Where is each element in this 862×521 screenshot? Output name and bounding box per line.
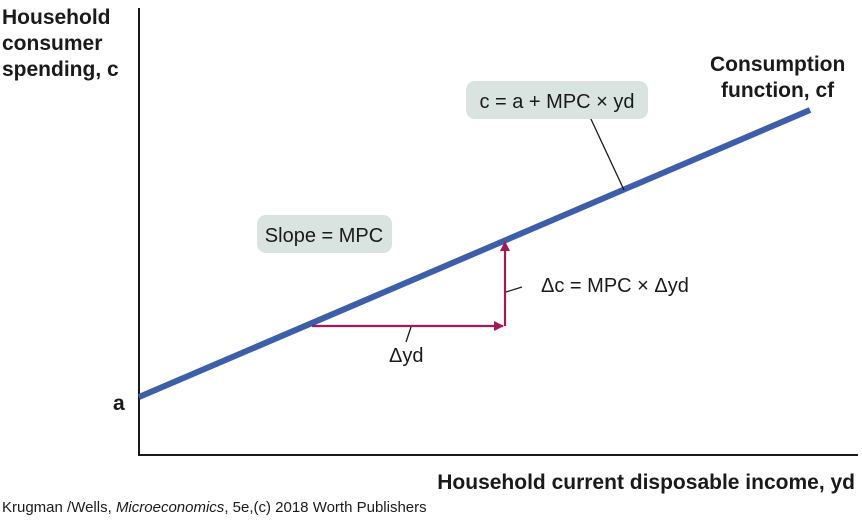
credit-rest: , 5e,(c) 2018 Worth Publishers <box>224 499 427 516</box>
equation-box <box>466 81 648 119</box>
y-axis-label: Household consumer spending, c <box>2 6 119 81</box>
credit-authors: Krugman /Wells, <box>2 499 116 516</box>
y-axis-label-line-1: Household <box>2 6 111 29</box>
intercept-label: a <box>113 392 125 415</box>
y-axis-label-line-2: consumer <box>2 32 102 55</box>
equation-leader-line <box>589 116 625 191</box>
y-axis-label-line-3: spending, c <box>2 58 119 81</box>
delta-yd-leader-line <box>405 326 412 343</box>
consumption-function-label-line-2: function, cf <box>721 79 835 102</box>
consumption-function-label: Consumption function, cf <box>710 53 851 102</box>
credit-book-title: Microeconomics <box>115 499 225 516</box>
delta-yd-label: Δyd <box>389 345 423 367</box>
slope-label: Slope = MPC <box>265 225 383 247</box>
equation-label: c = a + MPC × yd <box>479 91 634 113</box>
slope-box <box>257 215 392 253</box>
copyright-credit: Krugman /Wells, Microeconomics, 5e,(c) 2… <box>2 499 427 516</box>
consumption-function-line <box>137 107 812 400</box>
delta-c-label: Δc = MPC × Δyd <box>541 275 689 297</box>
consumption-function-label-line-1: Consumption <box>710 53 845 76</box>
delta-c-leader-line <box>505 286 523 293</box>
x-axis-label: Household current disposable income, yd <box>437 471 855 494</box>
